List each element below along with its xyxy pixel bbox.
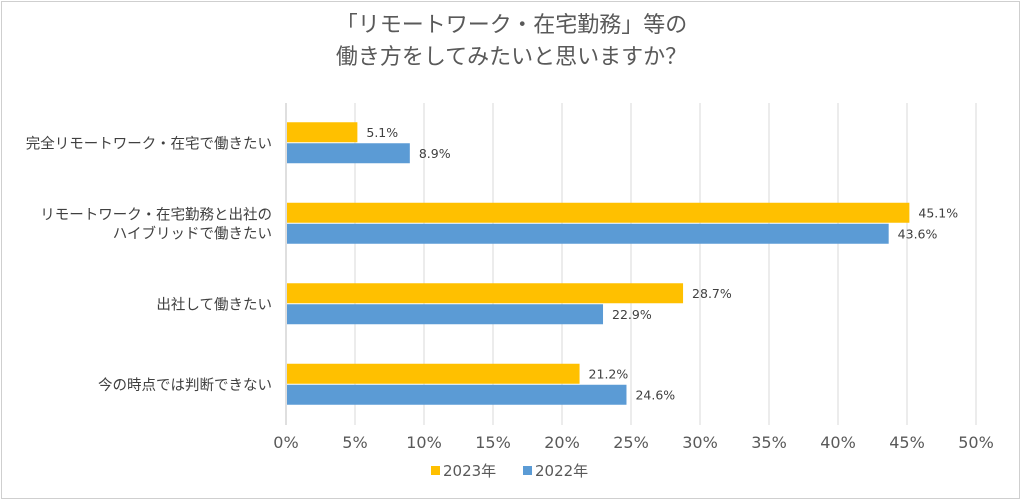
legend-label: 2022年 bbox=[535, 462, 588, 480]
x-tick-label: 50% bbox=[958, 433, 994, 452]
x-tick-label: 30% bbox=[682, 433, 718, 452]
data-label: 8.9% bbox=[419, 146, 451, 161]
data-label: 45.1% bbox=[918, 205, 958, 220]
x-tick-label: 0% bbox=[273, 433, 298, 452]
data-label: 28.7% bbox=[692, 286, 732, 301]
category-label: 今の時点では判断できない bbox=[98, 377, 272, 394]
chart-title: 「リモートワーク・在宅勤務」等の 働き方をしてみたいと思いますか？ bbox=[0, 10, 1023, 74]
x-tick-label: 40% bbox=[820, 433, 856, 452]
legend-swatch-2022 bbox=[523, 466, 532, 475]
bar-2022 bbox=[287, 143, 410, 164]
bar-2022 bbox=[287, 223, 889, 244]
legend-label: 2023年 bbox=[443, 462, 496, 480]
data-label: 22.9% bbox=[612, 307, 652, 322]
bar-2022 bbox=[287, 304, 604, 325]
bar-2023 bbox=[287, 363, 580, 384]
x-tick-label: 15% bbox=[475, 433, 511, 452]
category-label: ハイブリッドで働きたい bbox=[113, 224, 272, 242]
data-label: 5.1% bbox=[366, 125, 398, 140]
data-label: 24.6% bbox=[635, 387, 675, 402]
x-tick-label: 10% bbox=[406, 433, 442, 452]
category-label: 完全リモートワーク・在宅で働きたい bbox=[26, 134, 272, 152]
x-tick-label: 5% bbox=[342, 433, 367, 452]
bar-2023 bbox=[287, 283, 684, 304]
x-tick-label: 45% bbox=[889, 433, 925, 452]
bar-2023 bbox=[287, 122, 358, 143]
chart-title-line-1: 「リモートワーク・在宅勤務」等の bbox=[335, 13, 688, 38]
chart-title-line-2: 働き方をしてみたいと思いますか？ bbox=[335, 45, 688, 70]
data-label: 43.6% bbox=[898, 226, 938, 241]
x-tick-label: 25% bbox=[613, 433, 649, 452]
x-tick-label: 35% bbox=[751, 433, 787, 452]
bar-2022 bbox=[287, 384, 627, 405]
category-label: 出社して働きたい bbox=[156, 296, 272, 313]
bar-2023 bbox=[287, 202, 910, 223]
category-label: リモートワーク・在宅勤務と出社の bbox=[40, 206, 272, 223]
x-tick-label: 20% bbox=[544, 433, 580, 452]
data-label: 21.2% bbox=[589, 366, 629, 381]
legend-swatch-2023 bbox=[431, 466, 440, 475]
